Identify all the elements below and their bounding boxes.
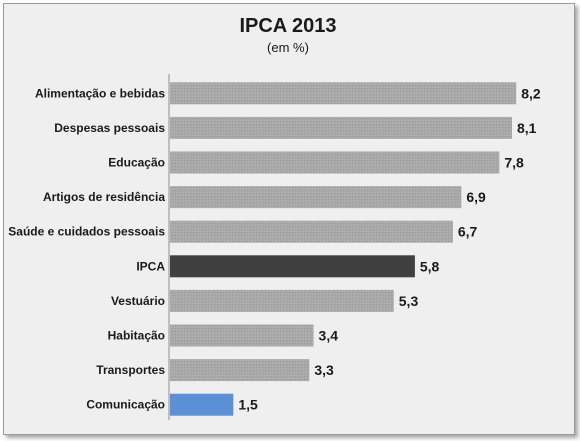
- value-label-vestuario: 5,3: [399, 293, 419, 309]
- value-label-ipca: 5,8: [420, 258, 440, 274]
- category-label-vestuario: Vestuário: [111, 294, 165, 308]
- value-label-despesas-pessoais: 8,1: [517, 120, 537, 136]
- category-label-despesas-pessoais: Despesas pessoais: [54, 121, 165, 135]
- chart-frame: IPCA 2013 (em %) Alimentação e bebidas 8,…: [3, 3, 575, 435]
- value-label-saude-e-cuidados-pessoais: 6,7: [458, 224, 478, 240]
- bar-artigos-de-residencia: [170, 186, 462, 209]
- ipca-bar-chart: IPCA 2013 (em %) Alimentação e bebidas 8,…: [8, 15, 541, 420]
- value-label-habitacao: 3,4: [319, 328, 339, 344]
- bar-habitacao: [170, 324, 314, 347]
- value-label-alimentacao-e-bebidas: 8,2: [521, 85, 541, 101]
- category-label-comunicacao: Comunicação: [86, 398, 165, 412]
- value-label-artigos-de-residencia: 6,9: [466, 189, 486, 205]
- bar-comunicacao: [170, 393, 234, 416]
- chart-subtitle: (em %): [267, 40, 309, 55]
- bar-ipca: [170, 255, 415, 278]
- bar-educacao: [170, 151, 500, 174]
- value-label-educacao: 7,8: [504, 155, 524, 171]
- bar-alimentacao-e-bebidas: [170, 82, 517, 105]
- category-label-artigos-de-residencia: Artigos de residência: [43, 190, 165, 204]
- category-label-alimentacao-e-bebidas: Alimentação e bebidas: [35, 86, 165, 100]
- bar-vestuario: [170, 289, 394, 312]
- bar-despesas-pessoais: [170, 116, 512, 139]
- value-label-transportes: 3,3: [314, 362, 334, 378]
- category-label-educacao: Educação: [108, 156, 165, 170]
- category-label-habitacao: Habitação: [108, 329, 165, 343]
- chart-title: IPCA 2013: [239, 15, 336, 37]
- category-label-saude-e-cuidados-pessoais: Saúde e cuidados pessoais: [8, 225, 165, 239]
- category-label-ipca: IPCA: [136, 259, 165, 273]
- value-label-comunicacao: 1,5: [238, 397, 258, 413]
- bar-transportes: [170, 359, 310, 382]
- bar-saude-e-cuidados-pessoais: [170, 220, 453, 243]
- category-label-transportes: Transportes: [96, 363, 165, 377]
